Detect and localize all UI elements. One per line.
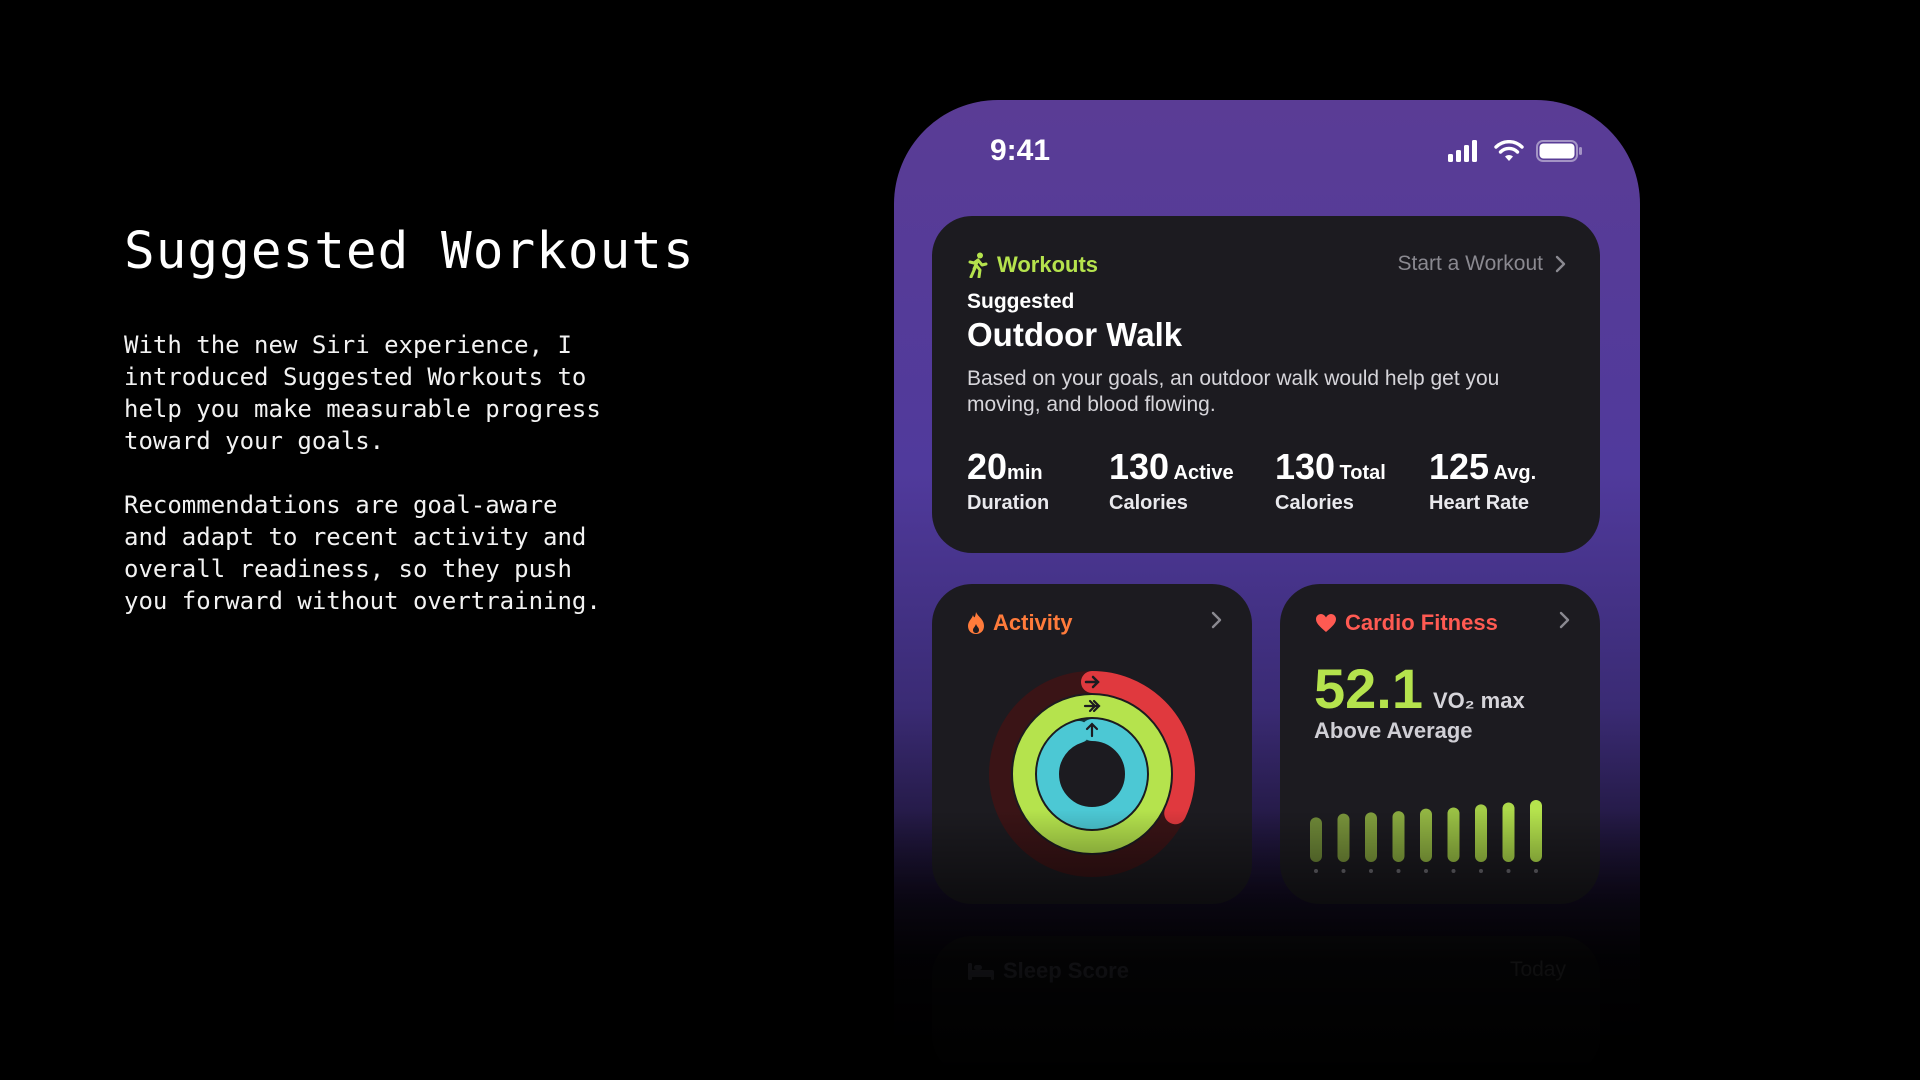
- cardio-bar: [1530, 800, 1542, 862]
- workouts-card[interactable]: Workouts Start a Workout Suggested Outdo…: [932, 216, 1600, 553]
- cardio-header: Cardio Fitness: [1315, 610, 1498, 636]
- cardio-bar: [1392, 811, 1405, 862]
- vo2-status: Above Average: [1314, 718, 1473, 743]
- metric-label: Duration: [967, 492, 1050, 514]
- intro-title: Suggested Workouts: [124, 222, 695, 281]
- status-time: 9:41: [990, 134, 1051, 167]
- metric-value: 20: [967, 446, 1008, 487]
- metric-unit: min: [1007, 462, 1043, 484]
- metric-value: 125: [1429, 446, 1490, 487]
- flame-icon: [968, 612, 984, 634]
- cardio-bar-dot: [1314, 869, 1318, 873]
- cardio-bar: [1337, 813, 1350, 862]
- wifi-icon: [1494, 140, 1524, 161]
- metric-value: 130: [1109, 446, 1170, 487]
- metric-heart-rate: 125 Avg. Heart Rate: [1429, 446, 1536, 515]
- phone-mockup: 9:41 Workouts Start a Workou: [894, 100, 1640, 1080]
- cardio-bar-dot: [1451, 869, 1456, 873]
- sleep-today-link[interactable]: Today: [1509, 958, 1566, 981]
- activity-header-label: Activity: [993, 610, 1073, 635]
- workout-title: Outdoor Walk: [967, 316, 1183, 353]
- metric-value: 130: [1275, 446, 1336, 487]
- metric-label: Calories: [1275, 492, 1354, 514]
- stand-ring: [1037, 719, 1147, 829]
- figure-walk-icon: [968, 252, 988, 278]
- metric-unit: Total: [1339, 462, 1386, 484]
- sleep-header: Sleep Score: [967, 958, 1129, 984]
- heart-icon: [1316, 614, 1336, 632]
- cardio-bar-dot: [1424, 869, 1428, 873]
- metric-label: Calories: [1109, 492, 1188, 514]
- chevron-right-icon[interactable]: [1559, 611, 1570, 629]
- workouts-header: Workouts: [967, 252, 1098, 278]
- intro-paragraph-1: With the new Siri experience, I introduc…: [124, 331, 601, 455]
- status-icons: [1448, 140, 1582, 162]
- metric-duration: 20min Duration: [967, 446, 1049, 515]
- metric-active-calories: 130 Active Calories: [1109, 446, 1234, 515]
- cardio-bar-dot: [1341, 869, 1346, 873]
- start-workout-link[interactable]: Start a Workout: [1397, 252, 1566, 276]
- cardio-bar: [1475, 804, 1487, 862]
- cardio-bar: [1420, 808, 1432, 862]
- cardio-fitness-card[interactable]: Cardio Fitness 52.1 VO₂ max Above Averag…: [1280, 584, 1600, 904]
- metric-unit: Active: [1173, 462, 1234, 484]
- cardio-bar: [1310, 817, 1322, 862]
- chevron-right-icon: [1555, 255, 1566, 273]
- move-arrow-icon: [1084, 675, 1100, 689]
- intro-panel: Suggested Workouts With the new Siri exp…: [124, 222, 764, 617]
- start-workout-label: Start a Workout: [1397, 252, 1543, 275]
- metric-total-calories: 130 Total Calories: [1275, 446, 1386, 515]
- sleep-score-card[interactable]: Sleep Score Today: [932, 936, 1600, 1076]
- cardio-bar: [1365, 812, 1377, 862]
- cardio-bar-dot: [1534, 869, 1538, 873]
- cardio-bar: [1502, 802, 1515, 862]
- cardio-bar-chart: [1310, 800, 1542, 873]
- cardio-bar-dot: [1479, 869, 1483, 873]
- intro-paragraph-2: Recommendations are goal-aware and adapt…: [124, 491, 601, 615]
- stand-arrow-icon: [1085, 722, 1099, 738]
- workouts-header-label: Workouts: [997, 252, 1099, 277]
- bed-icon: [968, 963, 994, 980]
- activity-rings: [989, 671, 1195, 877]
- sleep-header-label: Sleep Score: [1003, 958, 1129, 983]
- cardio-bar-dot: [1369, 869, 1373, 873]
- battery-icon: [1536, 140, 1582, 162]
- vo2-value: 52.1: [1314, 657, 1423, 720]
- workout-eyebrow: Suggested: [967, 290, 1075, 313]
- activity-card[interactable]: Activity: [932, 584, 1252, 904]
- chevron-right-icon[interactable]: [1211, 611, 1222, 629]
- vo2-unit: VO₂ max: [1433, 688, 1525, 713]
- cardio-bar-dot: [1506, 869, 1511, 873]
- activity-header: Activity: [967, 610, 1072, 636]
- vo2-readout: 52.1 VO₂ max: [1314, 656, 1525, 721]
- exercise-arrow-icon: [1083, 699, 1101, 713]
- cardio-bar-dot: [1396, 869, 1401, 873]
- cardio-header-label: Cardio Fitness: [1345, 610, 1498, 635]
- metric-label: Heart Rate: [1429, 492, 1530, 514]
- metric-unit: Avg.: [1493, 462, 1537, 484]
- signal-icon: [1448, 140, 1477, 162]
- cardio-bar: [1447, 807, 1460, 862]
- workout-description: Based on your goals, an outdoor walk wou…: [967, 367, 1500, 416]
